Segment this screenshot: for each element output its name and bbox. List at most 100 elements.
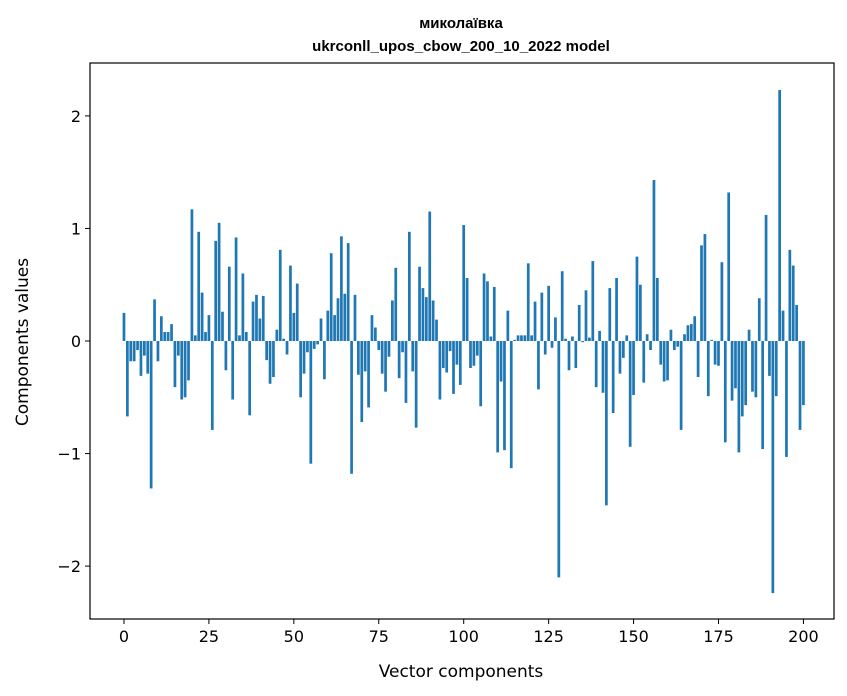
bar-component-110 bbox=[496, 341, 500, 453]
bar-component-38 bbox=[251, 301, 255, 341]
bar-component-195 bbox=[785, 341, 788, 457]
x-tick-label: 150 bbox=[618, 627, 649, 646]
bar-component-165 bbox=[683, 334, 686, 341]
bar-component-10 bbox=[156, 341, 160, 362]
bar-component-189 bbox=[764, 214, 768, 341]
bar-component-177 bbox=[723, 341, 727, 443]
bar-component-183 bbox=[744, 341, 748, 406]
bar-component-5 bbox=[139, 341, 143, 376]
bar-component-61 bbox=[329, 253, 333, 341]
bar-component-118 bbox=[523, 335, 527, 341]
bar-component-142 bbox=[605, 341, 608, 506]
bar-component-169 bbox=[696, 341, 700, 378]
bar-component-59 bbox=[323, 341, 326, 380]
bar-component-157 bbox=[655, 277, 659, 341]
bar-component-95 bbox=[445, 341, 449, 373]
bar-component-146 bbox=[618, 341, 622, 374]
x-tick-label: 50 bbox=[284, 627, 304, 646]
x-tick-label: 75 bbox=[369, 627, 389, 646]
bar-component-86 bbox=[414, 341, 418, 428]
bar-component-172 bbox=[706, 341, 710, 397]
bar-component-131 bbox=[567, 341, 571, 371]
bar-component-113 bbox=[506, 310, 510, 341]
bar-component-130 bbox=[564, 338, 567, 341]
bar-component-43 bbox=[268, 341, 272, 384]
bar-component-136 bbox=[584, 290, 588, 341]
bar-component-28 bbox=[217, 222, 221, 341]
bar-component-121 bbox=[533, 301, 537, 341]
bar-component-152 bbox=[639, 284, 642, 341]
chart-title: миколаївка bbox=[419, 15, 503, 32]
bar-component-33 bbox=[234, 237, 238, 341]
bar-component-127 bbox=[554, 317, 557, 341]
bar-component-160 bbox=[666, 341, 669, 381]
bar-component-128 bbox=[557, 341, 561, 578]
bar-component-159 bbox=[662, 341, 666, 382]
bar-component-74 bbox=[374, 327, 377, 341]
bar-component-154 bbox=[645, 334, 649, 341]
bar-component-48 bbox=[285, 341, 289, 355]
bar-component-91 bbox=[431, 300, 435, 341]
bar-component-8 bbox=[149, 341, 153, 489]
bar-component-137 bbox=[588, 337, 591, 341]
bar-component-70 bbox=[360, 341, 364, 423]
bar-component-174 bbox=[713, 341, 717, 365]
bar-component-19 bbox=[187, 341, 190, 381]
bar-component-96 bbox=[448, 341, 452, 352]
bar-component-198 bbox=[795, 304, 798, 341]
bar-component-171 bbox=[703, 234, 707, 341]
y-axis-ticks: −2 −1 0 1 2 bbox=[57, 107, 90, 576]
bar-component-67 bbox=[350, 341, 353, 474]
bar-component-18 bbox=[183, 341, 187, 398]
bar-component-14 bbox=[170, 324, 173, 341]
bar-component-109 bbox=[492, 286, 496, 341]
bar-component-34 bbox=[238, 335, 241, 341]
bar-component-184 bbox=[747, 329, 751, 341]
bar-component-176 bbox=[720, 262, 724, 341]
bar-component-199 bbox=[798, 341, 802, 430]
bar-component-13 bbox=[166, 332, 170, 341]
bar-component-6 bbox=[143, 341, 146, 356]
bar-component-190 bbox=[768, 341, 771, 376]
bar-component-16 bbox=[176, 341, 180, 356]
bar-component-149 bbox=[628, 341, 632, 447]
bar-component-53 bbox=[302, 341, 306, 374]
bar-component-150 bbox=[632, 341, 635, 396]
bar-component-168 bbox=[693, 316, 697, 341]
x-tick-label: 175 bbox=[703, 627, 734, 646]
bar-component-93 bbox=[438, 341, 442, 400]
bar-component-66 bbox=[346, 243, 350, 341]
bar-component-40 bbox=[258, 318, 262, 341]
chart-subtitle: ukrconll_upos_cbow_200_10_2022 model bbox=[312, 38, 610, 55]
bar-component-192 bbox=[774, 341, 778, 397]
bar-component-11 bbox=[159, 316, 163, 341]
bar-component-162 bbox=[672, 341, 676, 350]
bar-component-161 bbox=[669, 329, 673, 341]
y-tick-label: −1 bbox=[57, 445, 81, 464]
bars-group bbox=[122, 90, 805, 594]
bar-component-166 bbox=[686, 325, 690, 341]
bar-component-2 bbox=[129, 341, 133, 362]
bar-component-132 bbox=[571, 336, 574, 341]
bar-component-17 bbox=[180, 341, 184, 400]
bar-component-124 bbox=[543, 341, 547, 355]
bar-component-76 bbox=[380, 341, 384, 374]
bar-component-125 bbox=[547, 285, 550, 341]
bar-component-62 bbox=[333, 315, 336, 341]
bar-component-20 bbox=[190, 209, 194, 341]
bar-component-85 bbox=[411, 341, 415, 372]
bar-component-82 bbox=[401, 341, 404, 353]
bar-component-37 bbox=[248, 341, 252, 416]
bar-component-45 bbox=[275, 329, 279, 341]
bar-component-97 bbox=[452, 341, 455, 394]
bar-component-135 bbox=[581, 341, 584, 343]
bar-component-196 bbox=[788, 249, 792, 341]
bar-component-58 bbox=[319, 318, 323, 341]
bar-component-147 bbox=[622, 341, 625, 358]
bar-component-186 bbox=[754, 341, 758, 398]
bar-component-65 bbox=[343, 293, 347, 341]
bar-component-179 bbox=[730, 341, 734, 401]
bar-component-52 bbox=[299, 341, 302, 398]
bar-component-98 bbox=[455, 341, 459, 365]
bar-component-99 bbox=[458, 341, 462, 385]
